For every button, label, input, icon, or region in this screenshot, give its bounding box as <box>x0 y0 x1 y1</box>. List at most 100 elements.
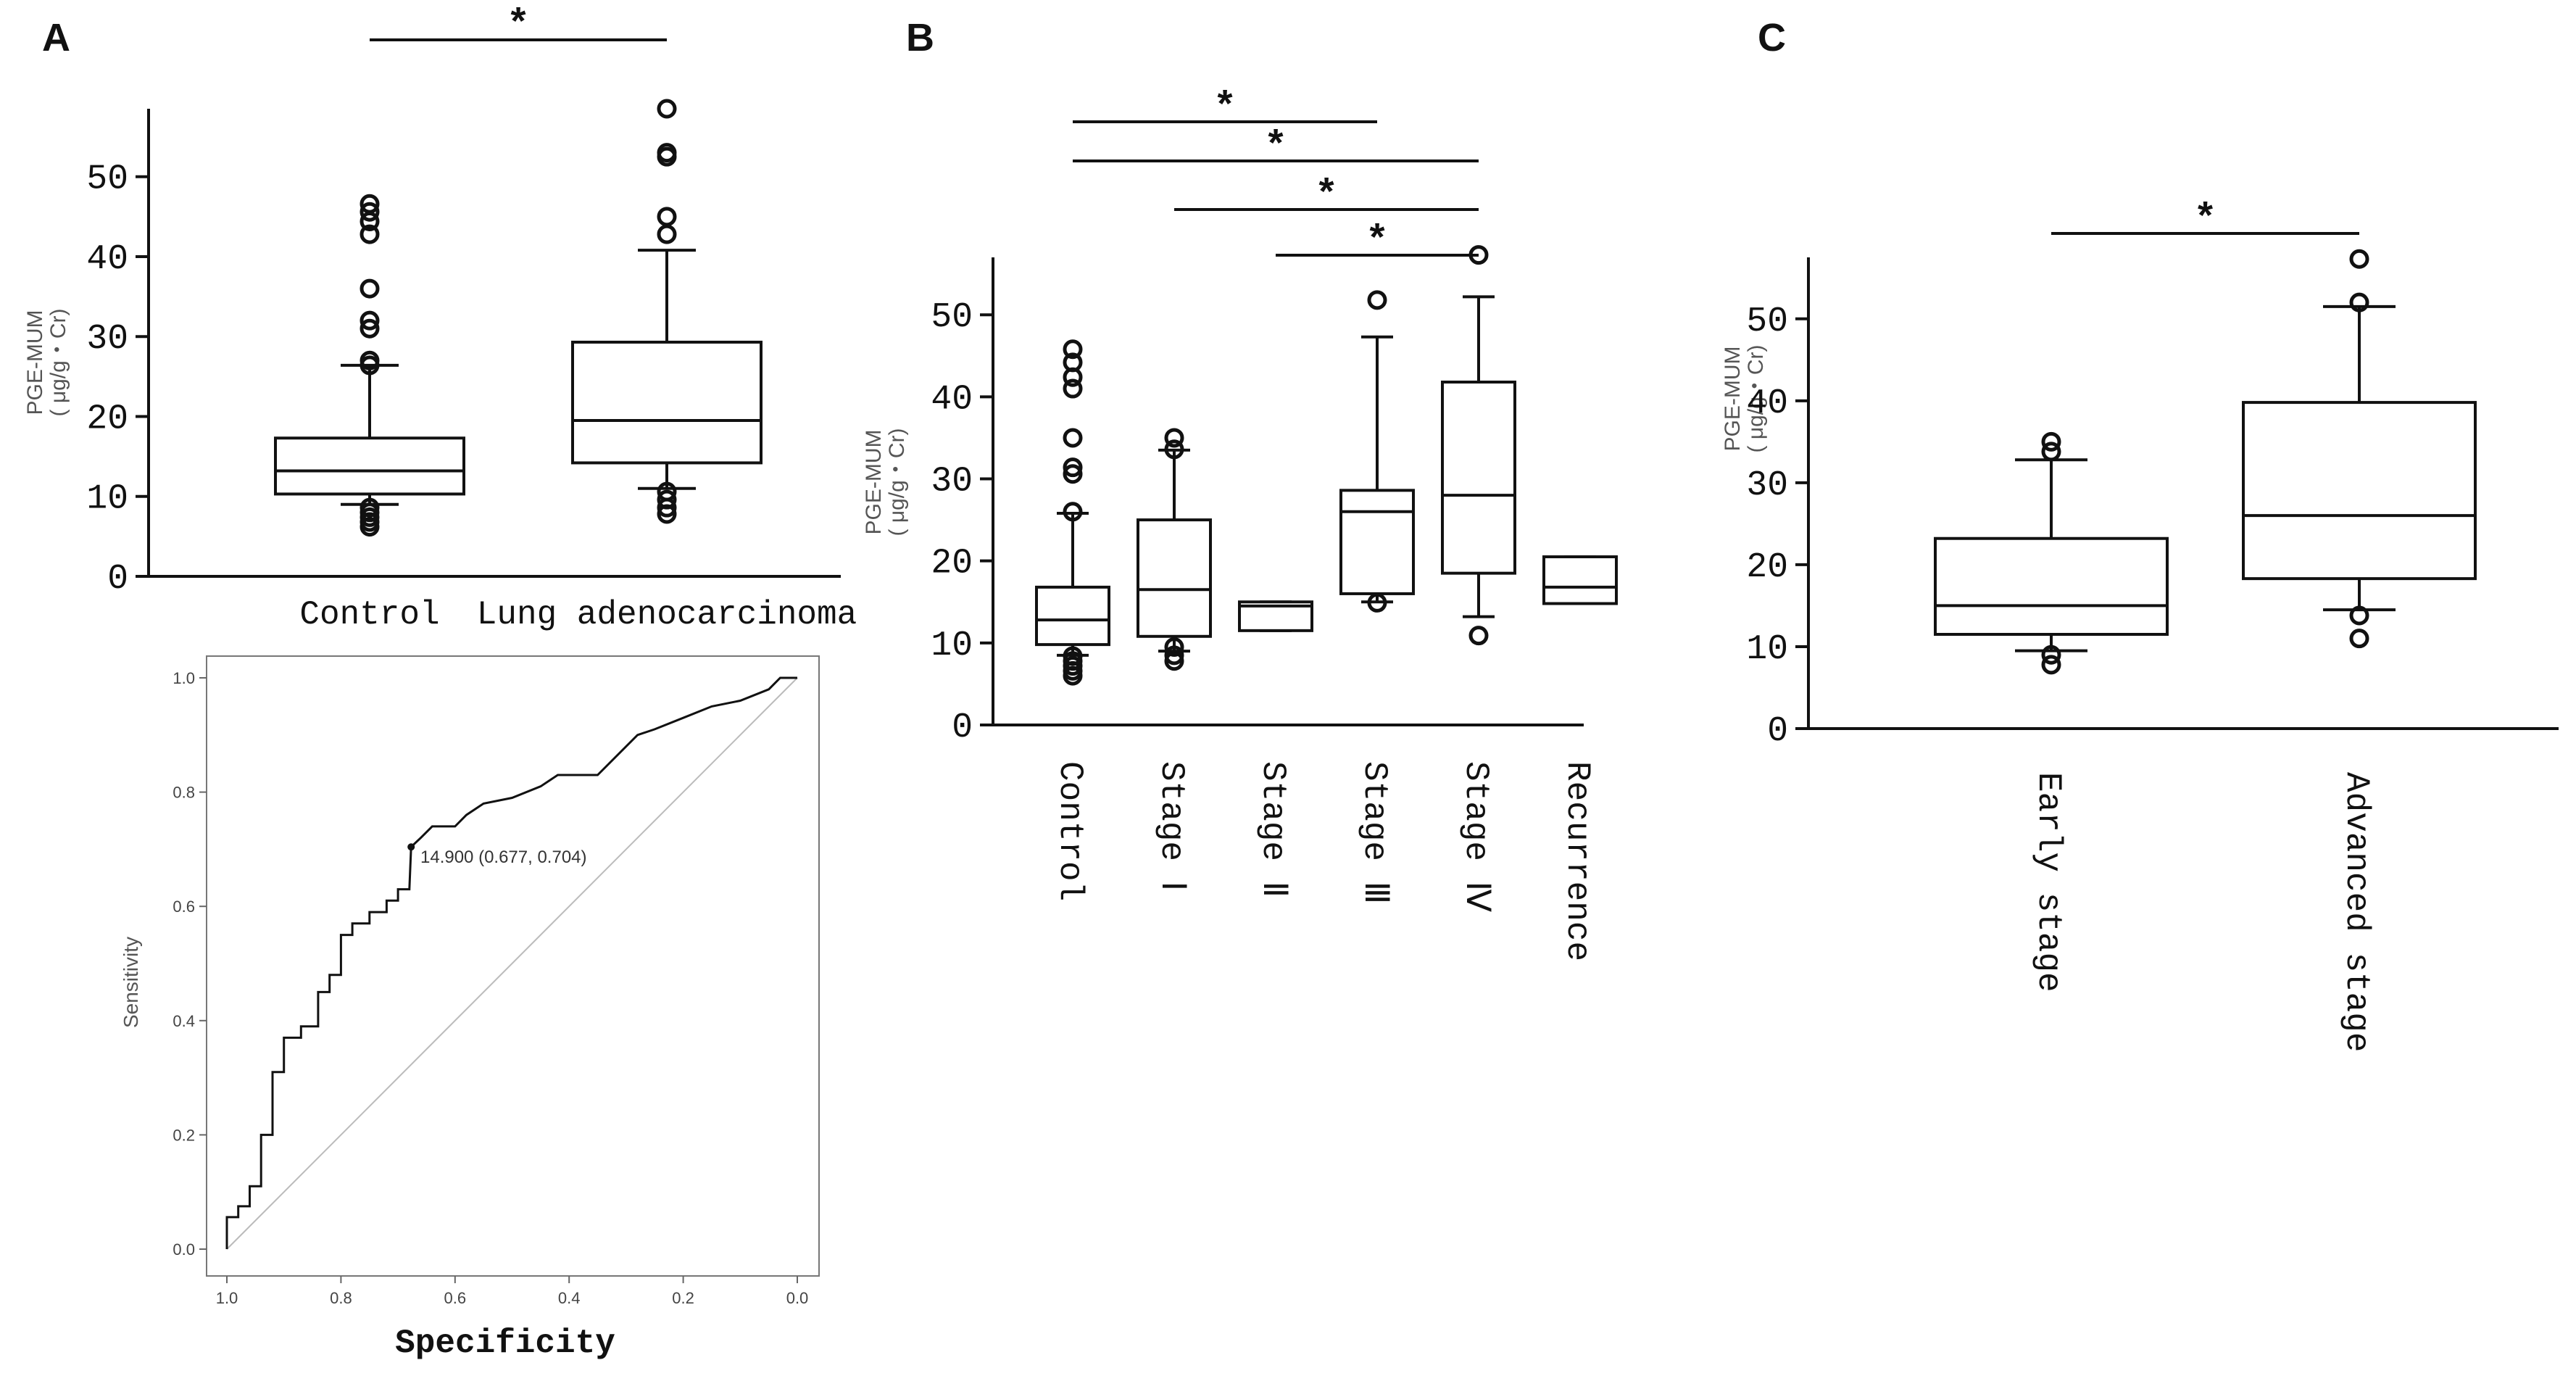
panel-c-boxplot: C PGE-MUM ( μg/g・Cr) 0 10 20 30 40 50 Early st… <box>1721 16 2559 1052</box>
iqr-box <box>1441 381 1516 575</box>
panel-b-ylabel-2: ( μg/g・Cr) <box>885 428 909 536</box>
category-label: Advanced stage <box>2338 772 2375 1052</box>
roc-threshold-point <box>407 843 415 851</box>
panel-c-letter: C <box>1758 16 1786 59</box>
significance-star: * <box>1217 82 1232 125</box>
box-0 <box>274 194 465 537</box>
y-tick-label: 30 <box>86 320 128 359</box>
outlier-point <box>1063 464 1083 484</box>
panel-b-ylabel-1: PGE-MUM <box>862 430 886 535</box>
outlier-point <box>2349 629 2369 649</box>
y-tick-label: 30 <box>931 463 973 502</box>
y-tick-label: 20 <box>931 544 973 584</box>
outlier-point <box>2349 292 2369 312</box>
iqr-box <box>1934 536 2169 636</box>
box-0 <box>1934 431 2169 675</box>
box-0 <box>1035 339 1110 686</box>
iqr-box <box>571 340 763 465</box>
significance-star: * <box>1369 215 1384 259</box>
y-tick-label: 30 <box>1746 466 1788 505</box>
y-tick-label: 10 <box>86 480 128 519</box>
roc-y-tick-label: 0.4 <box>173 1012 195 1030</box>
outlier-point <box>1063 378 1083 399</box>
y-tick-label: 50 <box>1746 302 1788 341</box>
iqr-box <box>1035 585 1110 647</box>
outlier-point <box>1063 339 1083 360</box>
outlier-point <box>360 194 380 214</box>
y-tick-label: 20 <box>1746 548 1788 587</box>
outlier-point <box>360 224 380 244</box>
roc-reference-line <box>226 677 798 1250</box>
outlier-point <box>1468 626 1489 646</box>
panel-a-ylabel-1: PGE-MUM <box>23 310 47 415</box>
outlier-point <box>2041 645 2061 665</box>
y-tick-label: 50 <box>86 160 128 199</box>
outlier-point <box>1063 646 1083 666</box>
panel-a-boxplot: A PGE-MUM ( μg/g・Cr) 0 10 20 30 40 50 Control L… <box>23 0 857 634</box>
outlier-point <box>1367 290 1387 310</box>
y-tick-label: 0 <box>1767 712 1788 751</box>
outlier-point <box>360 310 380 331</box>
iqr-box <box>1339 489 1415 595</box>
category-label: Stage Ⅰ <box>1152 761 1190 891</box>
y-tick-label: 0 <box>107 560 128 599</box>
box-4 <box>1441 245 1516 646</box>
outlier-point <box>360 350 380 370</box>
outlier-point <box>1164 651 1184 671</box>
outlier-point <box>360 202 380 222</box>
roc-curve <box>225 676 797 1249</box>
panel-b-letter: B <box>906 16 934 59</box>
category-label: Recurrence <box>1558 761 1596 961</box>
outlier-point <box>2349 249 2369 269</box>
outlier-point <box>360 318 380 339</box>
panel-a-ylabel-2: ( μg/g・Cr) <box>46 309 70 417</box>
y-tick-label: 0 <box>952 708 973 747</box>
roc-threshold-annotation: 14.900 (0.677, 0.704) <box>420 847 587 867</box>
outlier-point <box>2041 431 2061 452</box>
category-label: Control <box>1051 761 1089 901</box>
outlier-point <box>360 497 380 518</box>
roc-plot-frame <box>206 655 820 1277</box>
panel-a-roc: Sensitivity Specificity 14.900 (0.677, 0… <box>120 655 820 1362</box>
roc-ylabel: Sensitivity <box>120 937 142 1028</box>
y-tick-label: 40 <box>86 240 128 279</box>
outlier-point <box>657 207 677 227</box>
box-5 <box>1542 555 1618 605</box>
category-label: Control <box>299 596 439 634</box>
outlier-point <box>1164 439 1184 460</box>
y-tick-label: 10 <box>1746 630 1788 669</box>
panel-c-ylabel-1: PGE-MUM <box>1721 347 1745 452</box>
significance-star: * <box>1268 121 1283 165</box>
roc-x-tick-label: 1.0 <box>216 1289 238 1307</box>
y-tick-label: 10 <box>931 626 973 666</box>
roc-x-tick-label: 0.8 <box>330 1289 352 1307</box>
roc-y-tick-label: 1.0 <box>173 669 195 687</box>
outlier-point <box>657 224 677 244</box>
panel-c-ylabel-2: ( μg/g・Cr) <box>1744 345 1768 453</box>
category-label: Stage Ⅳ <box>1457 761 1495 913</box>
outlier-point <box>1063 352 1083 373</box>
outlier-point <box>1164 645 1184 666</box>
category-label: Lung adenocarcinoma <box>477 596 857 634</box>
significance-star: * <box>1318 170 1334 213</box>
panel-a-letter: A <box>42 16 70 59</box>
roc-x-tick-label: 0.2 <box>672 1289 694 1307</box>
outlier-point <box>2041 655 2061 675</box>
roc-x-tick-label: 0.0 <box>786 1289 809 1307</box>
iqr-box <box>1542 555 1618 605</box>
outlier-point <box>657 489 677 510</box>
box-1 <box>2242 249 2477 649</box>
outlier-point <box>1063 428 1083 448</box>
category-label: Stage Ⅱ <box>1254 761 1292 898</box>
roc-y-tick-label: 0.2 <box>173 1126 195 1144</box>
outlier-point <box>2349 605 2369 626</box>
y-tick-label: 50 <box>931 298 973 337</box>
significance-star: * <box>510 0 525 43</box>
roc-y-tick-label: 0.0 <box>173 1240 195 1259</box>
y-tick-label: 40 <box>1746 384 1788 423</box>
outlier-point <box>1063 457 1083 478</box>
outlier-point <box>360 278 380 299</box>
box-3 <box>1339 290 1415 613</box>
box-2 <box>1238 600 1313 632</box>
